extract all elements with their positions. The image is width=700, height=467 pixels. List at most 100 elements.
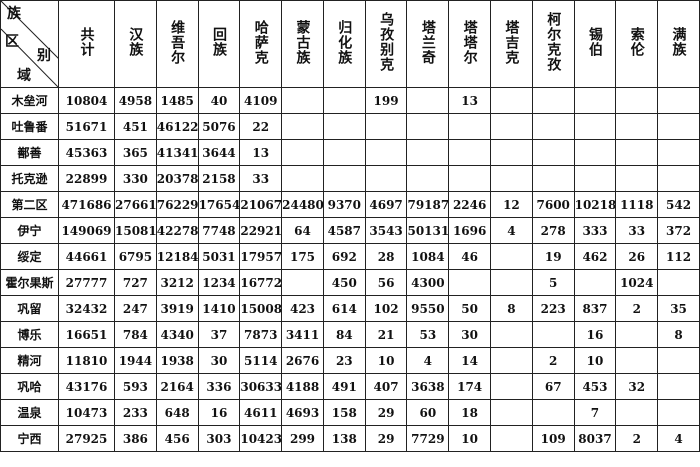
column-header: 锡伯	[573, 0, 617, 88]
value-cell: 8037	[573, 425, 617, 452]
value-cell: 32	[615, 373, 659, 400]
column-header-text: 塔兰奇	[419, 19, 436, 65]
value-cell: 16	[197, 399, 241, 426]
value-cell: 44661	[58, 243, 115, 270]
column-header-text: 维吾尔	[169, 19, 186, 65]
column-header: 索伦	[615, 0, 659, 88]
region-cell: 吐鲁番	[0, 113, 59, 140]
value-cell: 16	[573, 321, 617, 348]
value-cell	[448, 113, 492, 140]
value-cell	[531, 87, 575, 114]
value-cell	[531, 399, 575, 426]
value-cell: 23	[322, 347, 366, 374]
value-cell: 22	[239, 113, 283, 140]
value-cell: 10804	[58, 87, 115, 114]
value-cell: 233	[114, 399, 157, 426]
value-cell: 30	[448, 321, 492, 348]
table-row: 吐鲁番 51671 451 46122 5076 22	[0, 113, 700, 140]
column-header: 柯尔克孜	[531, 0, 575, 88]
value-cell: 109	[531, 425, 575, 452]
column-header: 塔塔尔	[448, 0, 492, 88]
table-row: 伊宁 149069 15081 42278 7748 22921 64 4587 3543 501…	[0, 217, 700, 244]
value-cell	[657, 113, 700, 140]
value-cell	[615, 399, 659, 426]
value-cell	[531, 165, 575, 192]
table-row: 绥定 44661 6795 12184 5031 17957 175 692 28 1084 46 1…	[0, 243, 700, 270]
column-header-text: 汉族	[127, 27, 144, 57]
value-cell: 12	[490, 191, 533, 218]
value-cell	[657, 269, 700, 296]
value-cell: 7600	[531, 191, 575, 218]
column-header-text: 归化族	[336, 19, 353, 65]
value-cell: 46122	[155, 113, 199, 140]
value-cell: 4697	[364, 191, 408, 218]
value-cell: 593	[114, 373, 157, 400]
value-cell: 3644	[197, 139, 241, 166]
column-header-text: 塔塔尔	[461, 19, 478, 65]
value-cell	[490, 87, 533, 114]
column-header: 哈萨克	[239, 0, 283, 88]
column-header-text: 塔吉克	[503, 19, 520, 65]
value-cell: 299	[281, 425, 324, 452]
value-cell: 27777	[58, 269, 115, 296]
corner-label: 别	[37, 48, 51, 64]
table-row: 温泉 10473 233 648 16 4611 4693 158 29 60 18 7	[0, 399, 700, 426]
value-cell: 33	[239, 165, 283, 192]
value-cell: 10423	[239, 425, 283, 452]
value-cell: 303	[197, 425, 241, 452]
value-cell: 79187	[406, 191, 450, 218]
value-cell: 3212	[155, 269, 199, 296]
value-cell: 43176	[58, 373, 115, 400]
value-cell: 4587	[322, 217, 366, 244]
value-cell	[490, 243, 533, 270]
value-cell	[615, 87, 659, 114]
value-cell: 64	[281, 217, 324, 244]
value-cell	[490, 139, 533, 166]
value-cell: 40	[197, 87, 241, 114]
region-cell: 木垒河	[0, 87, 59, 114]
value-cell: 18	[448, 399, 492, 426]
value-cell: 37	[197, 321, 241, 348]
value-cell: 175	[281, 243, 324, 270]
value-cell: 451	[114, 113, 157, 140]
value-cell: 21	[364, 321, 408, 348]
value-cell: 2164	[155, 373, 199, 400]
value-cell: 30	[197, 347, 241, 374]
column-header: 共计	[58, 0, 115, 88]
table-row: 木垒河 10804 4958 1485 40 4109 199 13	[0, 87, 700, 114]
value-cell	[406, 165, 450, 192]
value-cell: 2	[615, 295, 659, 322]
value-cell: 462	[573, 243, 617, 270]
table-row: 第二区4716862766176229176542106722448093704…	[0, 191, 700, 218]
region-cell: 托克逊	[0, 165, 59, 192]
value-cell: 614	[322, 295, 366, 322]
column-header-text: 哈萨克	[252, 19, 269, 65]
table-row: 精河 11810 1944 1938 30 5114 2676 23 10 4 14 2 10	[0, 347, 700, 374]
table-row: 巩留 32432 247 3919 1410 15008 423 614 102 9550 50 8 2…	[0, 295, 700, 322]
value-cell: 20378	[155, 165, 199, 192]
value-cell	[615, 321, 659, 348]
value-cell: 51671	[58, 113, 115, 140]
table-row: 鄯善 45363 365 41341 3644 13	[0, 139, 700, 166]
column-header: 塔兰奇	[406, 0, 450, 88]
value-cell	[448, 139, 492, 166]
value-cell: 13	[448, 87, 492, 114]
value-cell: 3919	[155, 295, 199, 322]
value-cell: 9370	[322, 191, 366, 218]
value-cell: 837	[573, 295, 617, 322]
value-cell: 29	[364, 425, 408, 452]
value-cell	[615, 165, 659, 192]
value-cell	[406, 113, 450, 140]
value-cell: 24480	[281, 191, 324, 218]
value-cell	[657, 87, 700, 114]
value-cell	[364, 165, 408, 192]
value-cell	[657, 373, 700, 400]
region-cell: 第二区	[0, 191, 59, 218]
value-cell: 10473	[58, 399, 115, 426]
value-cell: 10	[364, 347, 408, 374]
corner-diagonals	[1, 1, 58, 87]
value-cell: 56	[364, 269, 408, 296]
value-cell: 4	[657, 425, 700, 452]
corner-label: 族	[7, 6, 21, 22]
